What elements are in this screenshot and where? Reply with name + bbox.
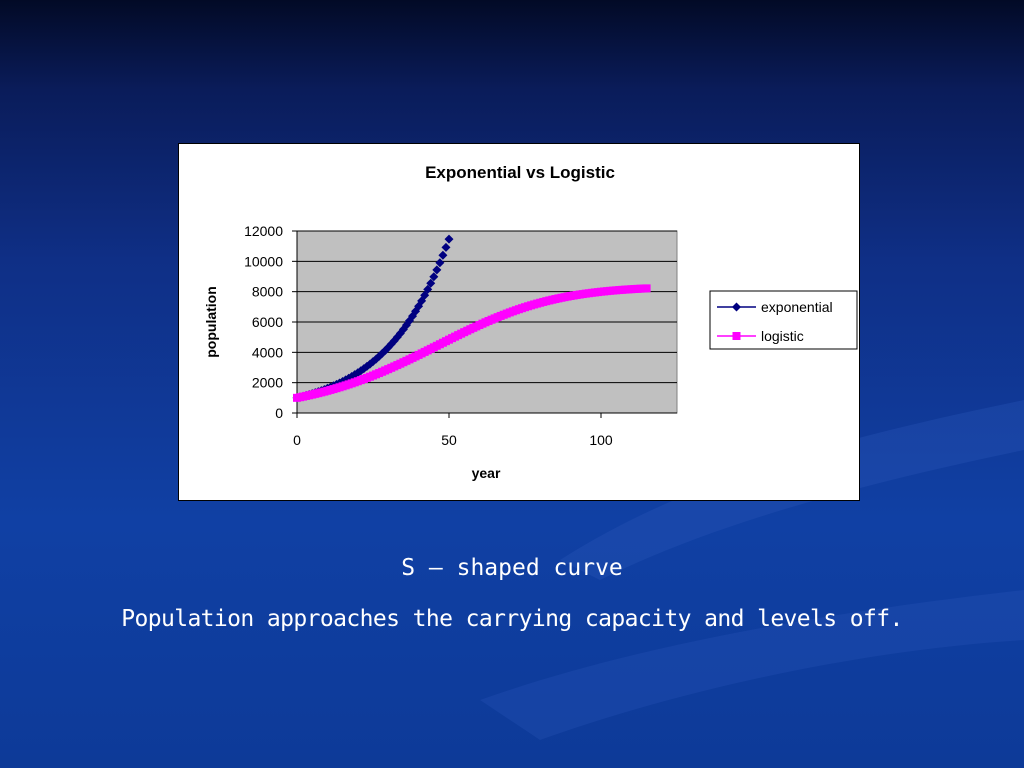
y-tick-label: 2000 xyxy=(252,375,283,391)
axes xyxy=(292,230,677,418)
x-tick-labels: 0 50 100 xyxy=(293,432,613,448)
x-tick-label: 100 xyxy=(589,432,613,448)
legend: exponential logistic xyxy=(709,290,858,350)
exponential-point xyxy=(374,351,384,361)
y-tick-label: 8000 xyxy=(252,284,283,300)
exponential-point xyxy=(392,332,402,342)
y-tick-label: 0 xyxy=(275,405,283,421)
caption-line-2: Population approaches the carrying capac… xyxy=(121,606,903,632)
exponential-point xyxy=(423,284,433,294)
exponential-point xyxy=(432,265,442,275)
y-tick-label: 12000 xyxy=(244,223,283,239)
exponential-point xyxy=(383,342,393,352)
y-tick-label: 6000 xyxy=(252,314,283,330)
series-layer xyxy=(292,234,651,403)
x-tick-label: 50 xyxy=(441,432,457,448)
exponential-point xyxy=(444,234,454,244)
y-axis-label: population xyxy=(203,286,219,358)
legend-logistic-label: logistic xyxy=(761,328,804,344)
exponential-point xyxy=(350,370,360,380)
y-tick-labels: 0 2000 4000 6000 8000 10000 12000 xyxy=(244,223,283,421)
exponential-point xyxy=(429,272,439,282)
legend-exponential-label: exponential xyxy=(761,299,833,315)
y-tick-label: 10000 xyxy=(244,253,283,269)
exponential-point xyxy=(435,258,445,268)
caption-line-1: S – shaped curve xyxy=(401,555,623,581)
x-axis-label: year xyxy=(472,465,501,481)
exponential-point xyxy=(438,250,448,260)
chart-title: Exponential vs Logistic xyxy=(425,163,615,182)
logistic-point xyxy=(642,284,651,293)
series-logistic xyxy=(293,284,651,402)
exponential-point xyxy=(365,359,375,369)
exponential-point xyxy=(408,311,418,321)
chart-container: Exponential vs Logistic 0 2000 4000 6000 800… xyxy=(178,143,860,501)
exponential-point xyxy=(441,242,451,252)
y-tick-label: 4000 xyxy=(252,344,283,360)
exponential-point xyxy=(426,278,436,288)
legend-logistic-marker xyxy=(732,332,741,340)
x-tick-label: 0 xyxy=(293,432,301,448)
legend-exponential-marker xyxy=(732,302,741,312)
exponential-point xyxy=(417,296,427,306)
chart-svg: Exponential vs Logistic 0 2000 4000 6000 800… xyxy=(203,163,858,481)
